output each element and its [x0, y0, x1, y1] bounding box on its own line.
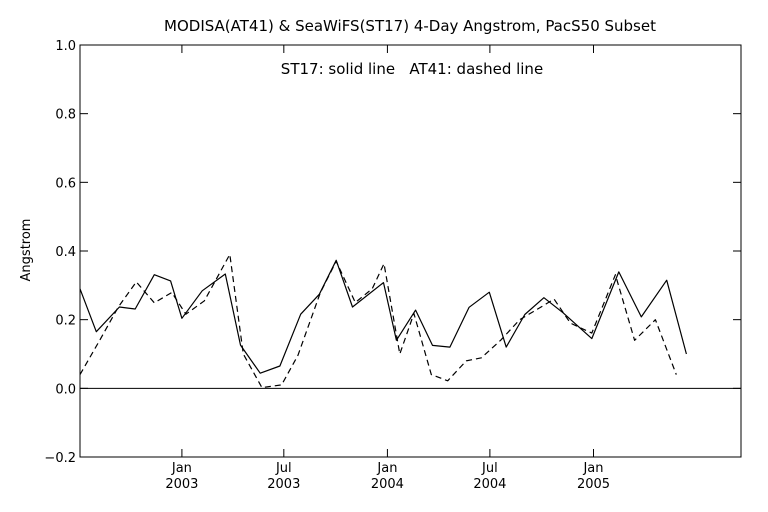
y-tick-label: −0.2 — [44, 451, 76, 466]
x-tick-label-year: 2003 — [267, 477, 300, 492]
y-tick-label: 0.8 — [55, 108, 76, 123]
y-axis-label: Angstrom — [19, 219, 34, 282]
y-tick-label: 0.4 — [55, 245, 76, 260]
series-line-st17 — [79, 259, 687, 374]
x-tick-label-year: 2004 — [473, 477, 506, 492]
y-tick-label: 0.2 — [55, 314, 76, 329]
series-lines — [79, 253, 687, 389]
x-tick-label-month: Jan — [376, 461, 397, 476]
series-line-at41 — [79, 253, 677, 389]
y-tick-label: 0.6 — [55, 176, 76, 191]
x-tick-label-month: Jan — [582, 461, 603, 476]
x-tick-label-month: Jul — [481, 461, 498, 476]
chart-title: MODISA(AT41) & SeaWiFS(ST17) 4-Day Angst… — [164, 17, 656, 35]
x-tick-label-month: Jul — [275, 461, 292, 476]
y-axis-ticks: 1.0 0.8 0.6 0.4 0.2 0.0 −0.2 — [44, 39, 741, 466]
x-tick-label-year: 2005 — [577, 477, 610, 492]
line-style-annotation: ST17: solid line AT41: dashed line — [281, 60, 543, 78]
plot-frame — [79, 44, 742, 458]
x-tick-label-month: Jan — [171, 461, 192, 476]
x-tick-label-year: 2003 — [165, 477, 198, 492]
y-tick-label: 0.0 — [55, 382, 76, 397]
y-tick-label: 1.0 — [55, 39, 76, 54]
x-tick-label-year: 2004 — [371, 477, 404, 492]
